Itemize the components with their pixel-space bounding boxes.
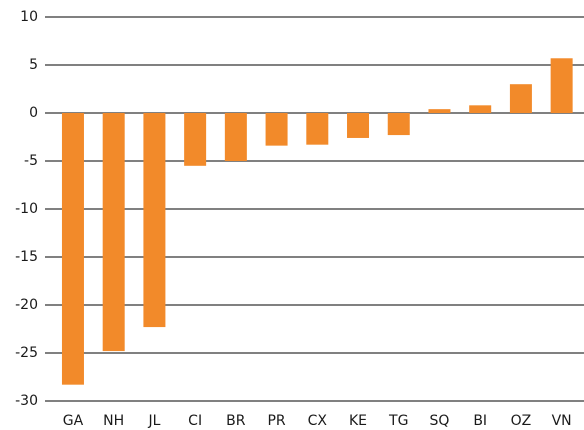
y-tick-label: 5 (29, 57, 38, 73)
x-tick-label: VN (552, 413, 572, 429)
bar (306, 113, 329, 145)
x-tick-label: CI (188, 413, 202, 429)
x-tick-label: NH (103, 413, 124, 429)
x-tick-label: PR (267, 413, 285, 429)
bar (469, 105, 492, 113)
y-tick-label: -25 (15, 345, 38, 361)
bar (61, 113, 84, 385)
x-tick-label: SQ (430, 413, 450, 429)
bar (428, 109, 451, 113)
y-tick-label: -15 (15, 249, 38, 265)
x-tick-label: BI (473, 413, 487, 429)
y-tick-label: -10 (15, 201, 38, 217)
bar (550, 58, 573, 113)
y-tick-label: -20 (15, 297, 38, 313)
x-tick-label: BR (226, 413, 246, 429)
x-tick-label: GA (63, 413, 84, 429)
bar (143, 113, 166, 328)
x-tick-label: JL (147, 413, 160, 429)
bar (184, 113, 207, 166)
x-tick-label: OZ (511, 413, 532, 429)
bar (102, 113, 125, 352)
bar (387, 113, 410, 136)
y-tick-label: -5 (24, 153, 38, 169)
y-tick-label: 10 (20, 9, 38, 25)
x-tick-label: CX (308, 413, 328, 429)
y-tick-label: 0 (29, 105, 38, 121)
x-tick-label: KE (349, 413, 367, 429)
y-tick-label: -30 (15, 393, 38, 409)
bar (224, 113, 247, 161)
bar (509, 84, 532, 113)
x-tick-label: TG (388, 413, 408, 429)
bar (265, 113, 288, 146)
bar (347, 113, 370, 138)
